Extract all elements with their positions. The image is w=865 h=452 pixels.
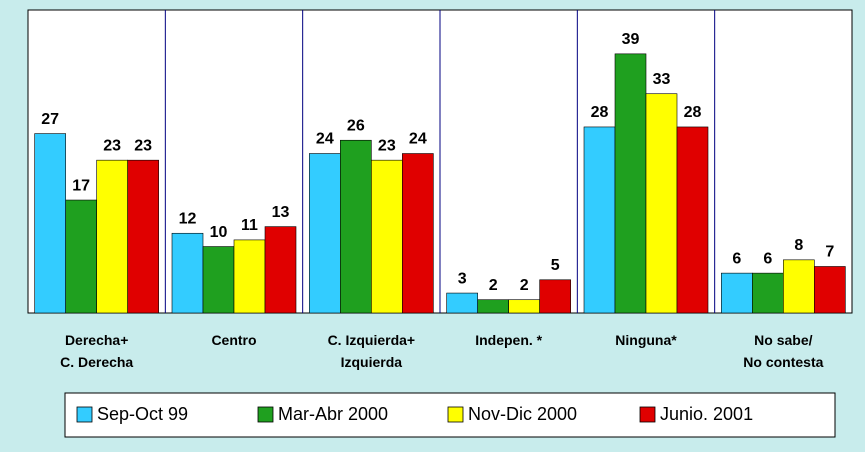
data-label: 2	[489, 277, 498, 294]
bar	[96, 159, 128, 314]
bar	[645, 93, 678, 314]
data-label: 23	[378, 137, 396, 154]
legend-label: Junio. 2001	[660, 404, 753, 424]
bar	[402, 153, 434, 314]
data-label: 26	[347, 117, 365, 134]
bar	[508, 299, 540, 314]
bar	[309, 153, 341, 314]
x-tick-label: Derecha+ C. Derecha	[60, 332, 134, 370]
legend-label: Nov-Dic 2000	[468, 404, 577, 424]
x-tick-label: Centro	[211, 332, 257, 348]
bar	[233, 239, 266, 314]
data-label: 5	[551, 257, 560, 274]
data-label: 24	[409, 131, 427, 148]
data-label: 7	[825, 244, 834, 261]
bar	[127, 159, 159, 314]
data-label: 28	[591, 104, 609, 121]
x-tick-label: Indepen. *	[475, 332, 543, 348]
data-label: 17	[72, 177, 90, 194]
data-label: 3	[458, 270, 467, 287]
bar	[477, 299, 509, 314]
bar	[340, 139, 372, 314]
bar	[202, 246, 235, 314]
data-label: 2	[520, 277, 529, 294]
bar	[583, 126, 616, 314]
bar	[446, 292, 478, 314]
legend-swatch	[257, 406, 274, 423]
legend-label: Mar-Abr 2000	[278, 404, 388, 424]
bar	[721, 272, 753, 314]
bar	[34, 133, 66, 314]
data-label: 23	[134, 137, 152, 154]
legend-swatch	[639, 406, 656, 423]
data-label: 23	[103, 137, 121, 154]
data-label: 24	[316, 131, 334, 148]
legend-label: Sep-Oct 99	[97, 404, 188, 424]
bar	[676, 126, 709, 314]
bar	[65, 199, 97, 314]
bar	[171, 232, 204, 314]
x-tick-label: C. Izquierda+ Izquierda	[327, 332, 416, 370]
data-label: 10	[210, 224, 228, 241]
legend-swatch	[447, 406, 464, 423]
bar	[783, 259, 815, 314]
bar	[814, 266, 846, 314]
data-label: 11	[241, 217, 258, 234]
data-label: 27	[41, 111, 59, 128]
data-label: 13	[272, 204, 290, 221]
data-label: 33	[653, 71, 671, 88]
legend-swatch	[76, 406, 93, 423]
x-tick-label: Ninguna*	[615, 332, 677, 348]
data-label: 6	[732, 250, 741, 267]
data-label: 12	[179, 210, 197, 227]
x-tick-label: No sabe/ No contesta	[743, 332, 824, 370]
bar	[264, 226, 297, 314]
data-label: 28	[684, 104, 702, 121]
bar	[371, 159, 403, 314]
bar	[614, 53, 647, 314]
bar	[752, 272, 784, 314]
data-label: 6	[763, 250, 772, 267]
data-label: 8	[794, 237, 803, 254]
bar	[539, 279, 571, 314]
data-label: 39	[622, 31, 640, 48]
